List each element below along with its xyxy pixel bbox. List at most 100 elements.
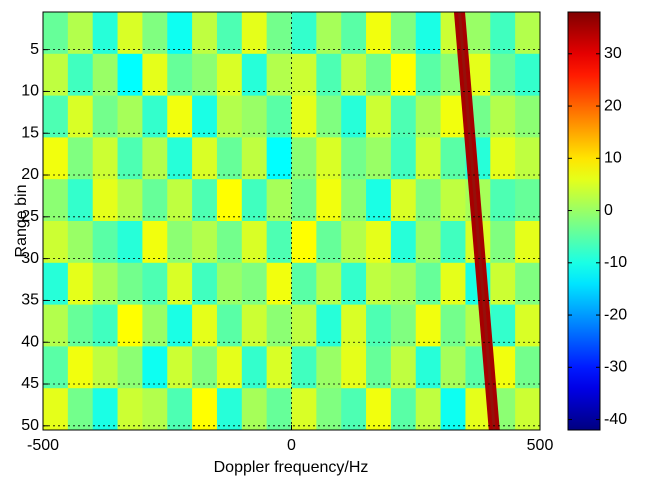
heatmap-cell xyxy=(142,304,168,347)
heatmap-cell xyxy=(142,12,168,55)
heatmap-cell xyxy=(515,304,540,347)
heatmap-cell xyxy=(216,262,243,306)
x-tick-label: 500 xyxy=(527,437,554,454)
heatmap-cell xyxy=(515,221,540,264)
heatmap-cell xyxy=(266,221,292,264)
heatmap-cell xyxy=(92,304,119,347)
heatmap-cell xyxy=(142,346,168,389)
heatmap-cell xyxy=(390,95,417,138)
heatmap-cell xyxy=(490,262,516,306)
heatmap-cell xyxy=(43,221,69,264)
heatmap-cell xyxy=(266,304,292,347)
heatmap-cell xyxy=(291,137,317,180)
heatmap-cell xyxy=(316,346,342,389)
heatmap-cell xyxy=(366,221,392,264)
heatmap-cell xyxy=(192,346,218,389)
heatmap-cell xyxy=(241,304,268,347)
y-axis-label: Range bin xyxy=(13,185,30,258)
heatmap-cell xyxy=(192,262,218,306)
heatmap-cell xyxy=(167,221,193,264)
heatmap-cell xyxy=(316,137,342,180)
heatmap-cell xyxy=(341,221,367,264)
heatmap-cell xyxy=(192,95,218,138)
heatmap-cell xyxy=(117,262,143,306)
heatmap-cell xyxy=(216,346,243,389)
heatmap-cell xyxy=(316,179,342,222)
heatmap-cell xyxy=(142,137,168,180)
heatmap-cell xyxy=(415,304,442,347)
heatmap-cell xyxy=(390,53,417,97)
heatmap-cell xyxy=(490,137,516,180)
overlay: -500 0 500 5 10 15 20 25 30 35 40 45 50 -40 -30 -20 -10 0… xyxy=(21,11,627,454)
heatmap-cell xyxy=(440,262,466,306)
heatmap-cell xyxy=(142,179,168,222)
heatmap-cell xyxy=(192,53,218,97)
heatmap-cell xyxy=(216,53,243,97)
heatmap-cell xyxy=(266,388,292,430)
heatmap-cell xyxy=(341,346,367,389)
heatmap-cell xyxy=(142,221,168,264)
heatmap-cell xyxy=(515,137,540,180)
heatmap-cell xyxy=(67,346,94,389)
heatmap-cell xyxy=(92,137,119,180)
heatmap-cell xyxy=(117,304,143,347)
colorbar-tick-label: 20 xyxy=(604,97,622,114)
heatmap-cell xyxy=(316,221,342,264)
heatmap-cell xyxy=(117,179,143,222)
heatmap-cell xyxy=(490,221,516,264)
heatmap-cell xyxy=(440,304,466,347)
heatmap-cell xyxy=(291,346,317,389)
heatmap-cell xyxy=(92,53,119,97)
heatmap-cell xyxy=(167,304,193,347)
heatmap-cell xyxy=(216,95,243,138)
heatmap-cell xyxy=(67,179,94,222)
heatmap-cell xyxy=(67,137,94,180)
heatmap-cell xyxy=(43,95,69,138)
heatmap-cell xyxy=(341,179,367,222)
target-core xyxy=(457,12,496,430)
heatmap-cell xyxy=(92,179,119,222)
heatmap-cell xyxy=(67,95,94,138)
heatmap-cell xyxy=(291,179,317,222)
heatmap-cell xyxy=(43,137,69,180)
heatmap-cell xyxy=(167,95,193,138)
heatmap-cell xyxy=(515,388,540,430)
heatmap-cell xyxy=(142,95,168,138)
heatmap-cell xyxy=(366,95,392,138)
heatmap-cell xyxy=(515,53,540,97)
heatmap-cell xyxy=(167,388,193,430)
heatmap-cell xyxy=(43,53,69,97)
heatmap-cell xyxy=(266,12,292,55)
y-tick-label: 50 xyxy=(21,417,39,434)
heatmap-cell xyxy=(167,262,193,306)
heatmap-cell xyxy=(43,262,69,306)
heatmap-cell xyxy=(366,179,392,222)
y-tick-label: 40 xyxy=(21,333,39,350)
heatmap-cell xyxy=(415,12,442,55)
heatmap-cell xyxy=(490,179,516,222)
heatmap-cell xyxy=(515,179,540,222)
heatmap-cell xyxy=(67,221,94,264)
y-tick-label: 15 xyxy=(21,124,39,141)
heatmap-cell xyxy=(266,262,292,306)
colorbar-tick-label: 10 xyxy=(604,150,622,167)
heatmap-cell xyxy=(117,221,143,264)
heatmap-cell xyxy=(192,179,218,222)
heatmap-cell xyxy=(440,137,466,180)
colorbar-tick-label: 0 xyxy=(604,202,613,219)
heatmap-cell xyxy=(366,12,392,55)
heatmap-cell xyxy=(241,179,268,222)
plot-frame xyxy=(42,11,541,431)
heatmap-cell xyxy=(192,137,218,180)
heatmap-cell xyxy=(117,346,143,389)
heatmap-cell xyxy=(67,53,94,97)
heatmap-cell xyxy=(341,95,367,138)
heatmap-cell xyxy=(390,137,417,180)
heatmap-cell xyxy=(515,12,540,55)
heatmap-cell xyxy=(490,53,516,97)
heatmap-cell xyxy=(67,304,94,347)
colorbar xyxy=(567,11,601,431)
y-tick-label: 25 xyxy=(21,208,39,225)
heatmap-cell xyxy=(167,346,193,389)
